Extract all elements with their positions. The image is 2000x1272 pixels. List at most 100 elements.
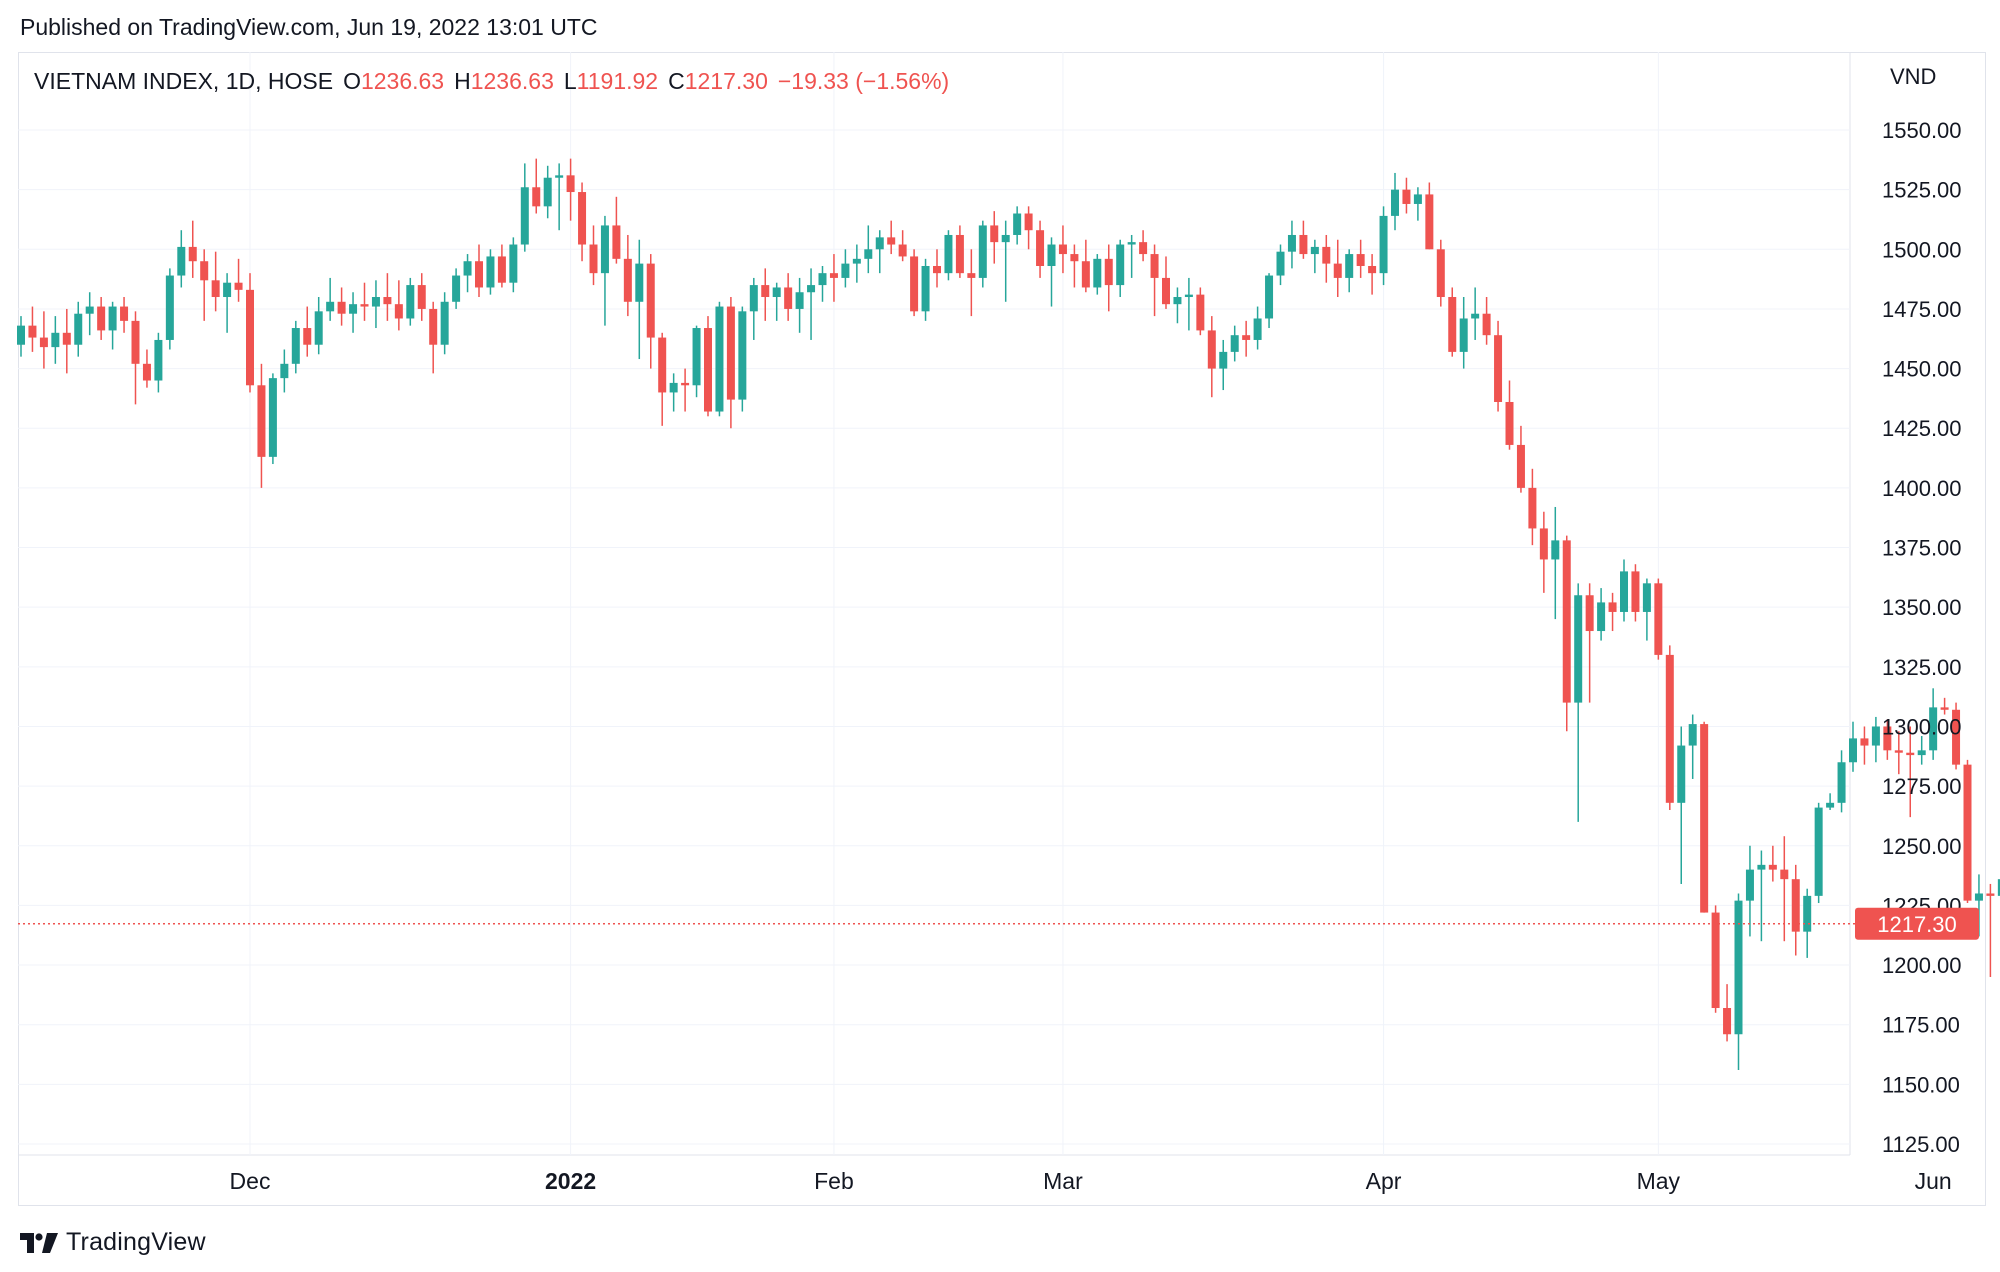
candle[interactable] (280, 349, 289, 393)
candle[interactable] (1494, 320, 1503, 412)
candle[interactable] (1219, 339, 1228, 391)
candle[interactable] (291, 320, 300, 374)
candle[interactable] (543, 165, 552, 219)
candle[interactable] (1230, 325, 1239, 362)
candle[interactable] (829, 254, 838, 302)
candle[interactable] (1562, 535, 1571, 732)
candle[interactable] (1379, 206, 1388, 286)
candle[interactable] (1986, 883, 1995, 977)
candle[interactable] (921, 258, 930, 321)
candle[interactable] (1287, 220, 1296, 269)
candle[interactable] (715, 301, 724, 417)
candle[interactable] (807, 268, 816, 340)
candle[interactable] (1883, 719, 1892, 760)
candle[interactable] (555, 163, 564, 231)
candle[interactable] (1310, 239, 1319, 274)
candle[interactable] (1620, 559, 1628, 622)
candle[interactable] (1551, 506, 1560, 620)
candle[interactable] (62, 308, 71, 374)
candle[interactable] (211, 251, 220, 312)
candle[interactable] (1047, 237, 1056, 307)
candle[interactable] (131, 311, 140, 405)
candle[interactable] (51, 316, 60, 364)
candle[interactable] (337, 287, 346, 326)
candle[interactable] (1402, 177, 1411, 214)
candle[interactable] (1391, 172, 1399, 231)
candle[interactable] (1940, 697, 1949, 715)
candle[interactable] (669, 373, 678, 412)
candle[interactable] (681, 368, 690, 412)
candle[interactable] (1768, 845, 1777, 882)
candle[interactable] (1184, 277, 1193, 331)
candle[interactable] (383, 273, 392, 321)
candle[interactable] (600, 215, 609, 326)
candle[interactable] (1997, 858, 2000, 922)
candle[interactable] (1574, 583, 1583, 822)
candle[interactable] (1173, 287, 1182, 324)
candle[interactable] (486, 249, 495, 295)
candle[interactable] (349, 292, 358, 333)
candle[interactable] (646, 254, 655, 369)
candle[interactable] (1127, 234, 1136, 278)
candle[interactable] (612, 196, 621, 264)
candle[interactable] (1242, 320, 1251, 357)
candle[interactable] (1436, 239, 1445, 307)
candle[interactable] (120, 297, 129, 333)
candle[interactable] (440, 292, 449, 355)
candle[interactable] (726, 297, 735, 429)
candle[interactable] (268, 373, 277, 465)
candle[interactable] (1963, 759, 1972, 904)
candle[interactable] (1745, 845, 1754, 937)
candle[interactable] (1413, 187, 1422, 221)
candle[interactable] (658, 332, 667, 426)
symbol-name[interactable]: VIETNAM INDEX, 1D, HOSE (34, 68, 334, 94)
candle[interactable] (452, 268, 461, 309)
candle[interactable] (1837, 750, 1846, 813)
candle[interactable] (429, 301, 438, 374)
candle[interactable] (39, 311, 48, 369)
candle[interactable] (417, 273, 426, 321)
candle[interactable] (1116, 239, 1125, 298)
candle[interactable] (818, 265, 827, 302)
candle[interactable] (1608, 592, 1617, 632)
candle[interactable] (28, 306, 37, 352)
candle[interactable] (1539, 511, 1548, 593)
candle[interactable] (566, 158, 575, 221)
candle[interactable] (1150, 244, 1159, 317)
candle[interactable] (1780, 836, 1789, 942)
candle[interactable] (1196, 287, 1205, 336)
candle[interactable] (1356, 239, 1365, 278)
candle[interactable] (692, 325, 701, 398)
candle[interactable] (223, 273, 232, 333)
candle[interactable] (154, 332, 163, 393)
candle[interactable] (1162, 256, 1170, 309)
candle[interactable] (1276, 244, 1285, 286)
candle[interactable] (1803, 888, 1812, 958)
candle[interactable] (1001, 220, 1010, 302)
candle[interactable] (1448, 287, 1457, 357)
candle[interactable] (74, 301, 83, 357)
candle[interactable] (784, 273, 793, 321)
candle[interactable] (967, 249, 976, 317)
candle[interactable] (520, 163, 529, 252)
candle[interactable] (1024, 206, 1033, 250)
candle[interactable] (246, 273, 254, 393)
candle[interactable] (1723, 984, 1732, 1042)
candle[interactable] (1814, 802, 1823, 904)
candle[interactable] (406, 277, 415, 326)
candle[interactable] (497, 244, 506, 288)
candle[interactable] (257, 363, 266, 488)
chart-frame[interactable] (18, 52, 1986, 1206)
candle[interactable] (795, 277, 804, 333)
candle[interactable] (85, 292, 94, 336)
candle[interactable] (1860, 726, 1869, 765)
candle[interactable] (1906, 726, 1915, 818)
candle[interactable] (1757, 850, 1766, 942)
candle[interactable] (97, 297, 106, 340)
candle[interactable] (1585, 583, 1594, 703)
candle[interactable] (234, 258, 243, 302)
tradingview-brand[interactable]: TradingView (20, 1228, 206, 1257)
candle[interactable] (1036, 220, 1045, 278)
candle[interactable] (394, 280, 403, 331)
candle[interactable] (1631, 564, 1640, 622)
